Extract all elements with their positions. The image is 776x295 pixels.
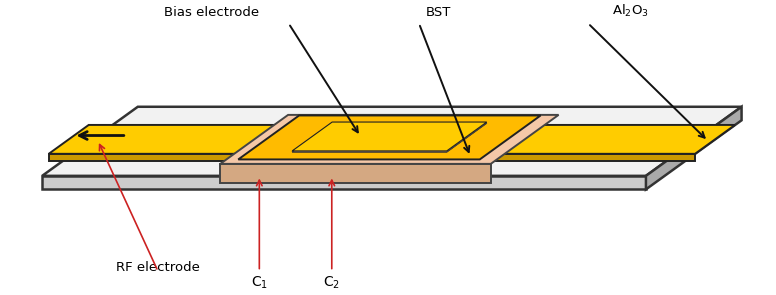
Polygon shape [238,115,541,159]
Polygon shape [293,122,487,151]
Text: Bias electrode: Bias electrode [165,6,259,19]
Text: BST: BST [426,6,451,19]
Polygon shape [220,115,559,164]
Polygon shape [49,154,695,160]
Text: C$_1$: C$_1$ [251,274,268,291]
Polygon shape [293,123,487,152]
Polygon shape [293,123,487,152]
Polygon shape [49,125,735,154]
Polygon shape [220,164,490,183]
Text: Al$_2$O$_3$: Al$_2$O$_3$ [612,3,649,19]
Polygon shape [646,107,742,189]
Polygon shape [42,107,742,176]
Polygon shape [42,176,646,189]
Text: RF electrode: RF electrode [116,261,200,274]
Text: C$_2$: C$_2$ [324,274,341,291]
